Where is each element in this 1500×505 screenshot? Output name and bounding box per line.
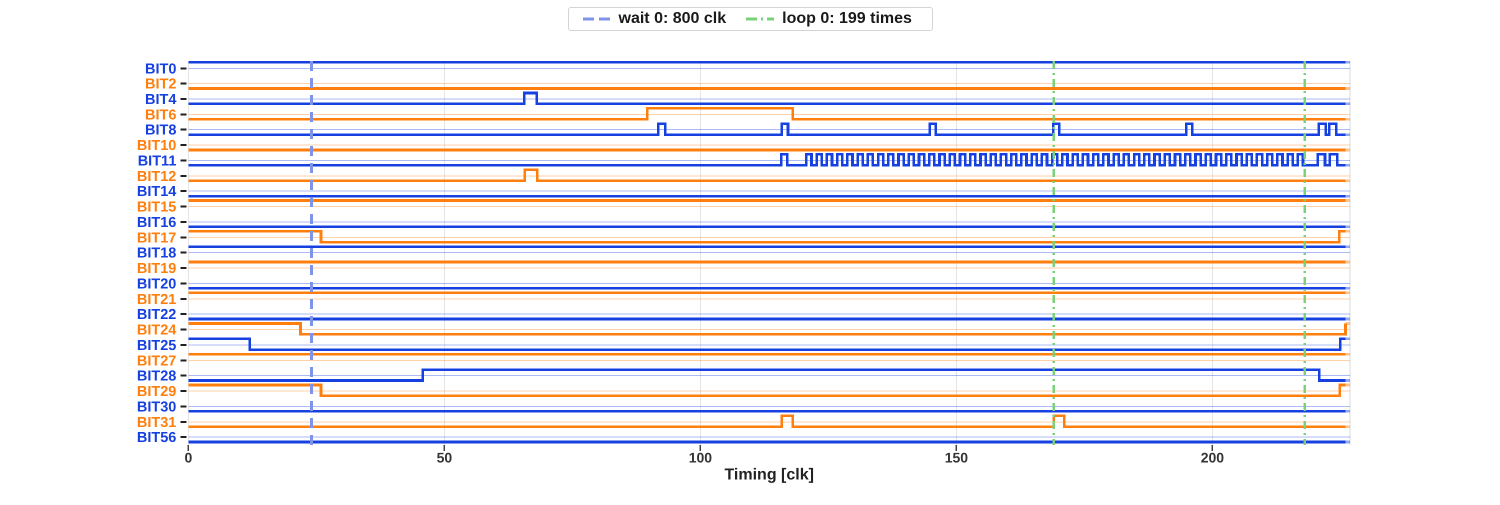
svg-text:BIT20: BIT20 (137, 276, 177, 292)
svg-text:200: 200 (1201, 450, 1225, 466)
svg-text:BIT12: BIT12 (137, 169, 177, 185)
svg-text:0: 0 (185, 450, 193, 466)
svg-text:BIT21: BIT21 (137, 292, 177, 308)
svg-text:BIT2: BIT2 (145, 77, 176, 93)
svg-text:100: 100 (689, 450, 713, 466)
svg-text:50: 50 (437, 450, 453, 466)
svg-text:BIT24: BIT24 (137, 323, 177, 339)
svg-text:Timing [clk]: Timing [clk] (724, 467, 814, 484)
svg-text:BIT30: BIT30 (137, 399, 177, 415)
svg-text:BIT27: BIT27 (137, 353, 177, 369)
svg-text:BIT15: BIT15 (137, 200, 177, 216)
svg-text:BIT8: BIT8 (145, 123, 176, 139)
svg-text:BIT6: BIT6 (145, 107, 176, 123)
svg-text:BIT28: BIT28 (137, 369, 177, 385)
svg-text:BIT4: BIT4 (145, 92, 176, 108)
svg-text:BIT29: BIT29 (137, 384, 177, 400)
svg-text:BIT31: BIT31 (137, 415, 177, 431)
svg-text:BIT0: BIT0 (145, 61, 176, 77)
svg-text:BIT11: BIT11 (138, 153, 177, 169)
svg-text:BIT56: BIT56 (137, 430, 177, 446)
svg-text:BIT18: BIT18 (137, 246, 177, 262)
svg-text:150: 150 (945, 450, 969, 466)
svg-text:BIT14: BIT14 (137, 184, 177, 200)
svg-text:BIT19: BIT19 (137, 261, 177, 277)
svg-text:BIT25: BIT25 (137, 338, 177, 354)
svg-text:BIT17: BIT17 (137, 230, 177, 246)
svg-text:BIT16: BIT16 (137, 215, 177, 231)
svg-text:BIT10: BIT10 (137, 138, 177, 154)
svg-text:BIT22: BIT22 (137, 307, 177, 323)
